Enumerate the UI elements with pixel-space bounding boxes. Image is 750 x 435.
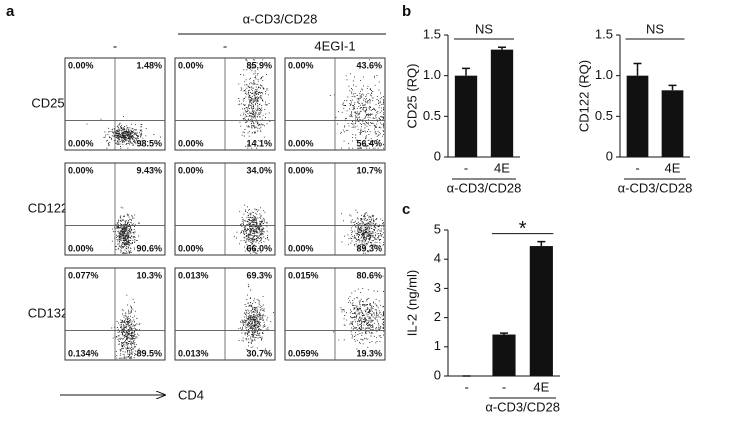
quadrant-value: 0.00% (68, 243, 94, 253)
quadrant-value: 0.00% (178, 60, 204, 70)
quadrant-value: 1.48% (136, 60, 162, 70)
y-tick-label: 1 (434, 338, 441, 353)
quadrant-value: 0.013% (178, 348, 209, 358)
column-label: - (223, 38, 227, 53)
quadrant-value: 89.5% (136, 348, 162, 358)
annotation: NS (475, 21, 493, 36)
group-label: α-CD3/CD28 (447, 180, 522, 195)
x-tick-label: - (464, 379, 468, 394)
x-tick-label: - (464, 160, 468, 175)
scatter-dots (341, 209, 384, 254)
y-tick-label: 0 (434, 148, 441, 163)
quadrant-value: 34.0% (246, 165, 272, 175)
y-tick-label: 2 (434, 309, 441, 324)
group-label: α-CD3/CD28 (485, 399, 560, 414)
y-axis-label: IL-2 (ng/ml) (404, 270, 419, 336)
quadrant-value: 0.00% (288, 243, 314, 253)
quadrant-value: 66.0% (246, 243, 272, 253)
quadrant-value: 69.3% (246, 270, 272, 280)
error-bar (498, 46, 506, 50)
quadrant-value: 0.00% (178, 165, 204, 175)
bar (490, 49, 514, 157)
y-tick-label: 0.5 (595, 108, 613, 123)
quadrant-value: 10.3% (136, 270, 162, 280)
quadrant-value: 10.7% (356, 165, 382, 175)
quadrant-value: 0.00% (68, 165, 94, 175)
quadrant-value: 0.00% (178, 138, 204, 148)
quadrant-value: 0.00% (68, 138, 94, 148)
x-axis-label: CD4 (178, 387, 204, 402)
scatter-dots (233, 204, 270, 254)
error-bar (633, 62, 642, 76)
x-tick-label: 4E (665, 160, 681, 175)
quadrant-value: 14.1% (246, 138, 272, 148)
scatter-dots (111, 206, 141, 254)
column-label: 4EGI-1 (314, 38, 355, 53)
row-label: CD132 (28, 305, 68, 320)
header: α-CD3/CD28 (243, 11, 318, 26)
group-label: α-CD3/CD28 (618, 180, 693, 195)
bar (661, 90, 684, 157)
column-label: - (113, 38, 117, 53)
x-tick-label: - (635, 160, 639, 175)
y-tick-label: 0 (434, 367, 441, 382)
bar (492, 334, 516, 376)
quadrant-value: 0.00% (288, 165, 314, 175)
quadrant-value: 0.00% (68, 60, 94, 70)
quadrant-value: 56.4% (356, 138, 382, 148)
row-label: CD25 (31, 95, 64, 110)
quadrant-value: 0.077% (68, 270, 99, 280)
quadrant-value: 0.013% (178, 270, 209, 280)
quadrant-value: 19.3% (356, 348, 382, 358)
quadrant-value: 85.9% (246, 60, 272, 70)
y-axis-label: CD122 (RQ) (576, 60, 591, 132)
y-tick-label: 5 (434, 221, 441, 236)
y-axis-label: CD25 (RQ) (404, 63, 419, 128)
quadrant-value: 0.015% (288, 270, 319, 280)
error-bar (668, 84, 677, 91)
y-tick-label: 1.5 (423, 26, 441, 41)
annotation: NS (646, 21, 664, 36)
y-tick-label: 1.0 (423, 67, 441, 82)
quadrant-value: 43.6% (356, 60, 382, 70)
x-tick-label: 4E (533, 379, 549, 394)
scatter-dots (111, 294, 142, 359)
quadrant-value: 9.43% (136, 165, 162, 175)
row-label: CD122 (28, 200, 68, 215)
quadrant-value: 0.00% (288, 60, 314, 70)
scatter-dots (329, 59, 384, 149)
panel-label: a (6, 3, 15, 20)
y-tick-label: 4 (434, 251, 441, 266)
y-tick-label: 1.0 (595, 67, 613, 82)
error-bar (500, 332, 508, 335)
quadrant-value: 0.134% (68, 348, 99, 358)
scatter-dots (238, 59, 271, 149)
quadrant-value: 90.6% (136, 243, 162, 253)
quadrant-value: 89.3% (356, 243, 382, 253)
quadrant-value: 0.059% (288, 348, 319, 358)
bar (626, 75, 649, 157)
x-tick-label: 4E (494, 160, 510, 175)
scatter-dots (333, 275, 384, 350)
y-tick-label: 0.5 (423, 108, 441, 123)
bar (454, 75, 478, 157)
quadrant-value: 80.6% (356, 270, 382, 280)
y-tick-label: 3 (434, 280, 441, 295)
quadrant-value: 0.00% (178, 243, 204, 253)
quadrant-value: 30.7% (246, 348, 272, 358)
panel-label: c (402, 201, 410, 218)
y-tick-label: 1.5 (595, 26, 613, 41)
error-bar (537, 240, 546, 247)
scatter-dots (86, 116, 161, 149)
x-tick-label: - (502, 379, 506, 394)
quadrant-value: 98.5% (136, 138, 162, 148)
panel-label: b (402, 3, 411, 20)
annotation: * (519, 218, 527, 240)
y-tick-label: 0 (606, 148, 613, 163)
error-bar (462, 67, 470, 76)
quadrant-value: 0.00% (288, 138, 314, 148)
bar (529, 246, 553, 376)
